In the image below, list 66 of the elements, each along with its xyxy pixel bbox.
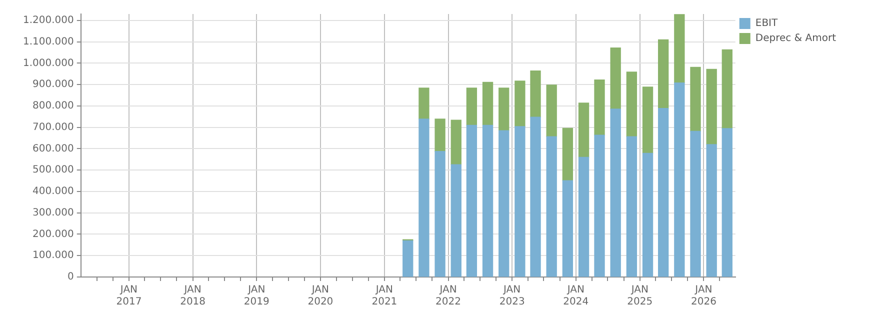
bar (594, 134, 605, 277)
bar (562, 180, 574, 277)
bar (498, 130, 510, 277)
legend-label: Deprec & Amort (755, 33, 836, 44)
bar (450, 120, 462, 165)
y-tick-label: 400.000 (32, 186, 74, 198)
bar (674, 14, 685, 84)
y-tick-label: 1.200.000 (22, 15, 74, 26)
x-tick-label: JAN 2023 (499, 284, 525, 308)
x-tick-label: JAN 2024 (563, 284, 589, 308)
x-tick-label: JAN 2022 (436, 284, 461, 308)
bar (610, 108, 621, 277)
x-tick-label: JAN 2026 (690, 284, 716, 308)
bar (466, 88, 478, 126)
bar (418, 118, 430, 277)
bar (690, 130, 701, 277)
bar (658, 108, 669, 277)
bar (642, 152, 654, 277)
y-tick-label: 200.000 (32, 228, 74, 240)
bar (434, 118, 446, 152)
bar (498, 88, 510, 131)
x-tick-label: JAN 2025 (627, 284, 653, 308)
y-tick-label: 300.000 (32, 207, 74, 218)
bar (402, 240, 414, 277)
bar (626, 136, 638, 277)
x-tick-label: JAN 2019 (244, 284, 270, 308)
bar (530, 116, 541, 277)
y-tick-label: 1.000.000 (22, 58, 74, 69)
y-tick-label: 600.000 (32, 143, 74, 154)
y-tick-label: 1.100.000 (22, 36, 74, 48)
bar (514, 80, 526, 127)
bar (658, 39, 669, 109)
y-tick-label: 0 (68, 272, 74, 283)
x-tick-label: JAN 2017 (116, 284, 142, 308)
x-tick-label: JAN 2021 (372, 284, 398, 308)
bar (594, 80, 605, 136)
bar (642, 86, 654, 154)
y-tick-label: 100.000 (32, 250, 74, 262)
bar (562, 128, 574, 181)
y-tick-label: 500.000 (32, 164, 74, 176)
bar (482, 124, 494, 277)
bar (722, 128, 732, 277)
bar (434, 150, 446, 277)
bar (418, 88, 430, 120)
y-tick-label: 800.000 (32, 100, 74, 112)
bar (546, 84, 557, 137)
bar (722, 49, 732, 129)
bar (690, 66, 701, 132)
bar (706, 144, 717, 277)
y-tick-label: 700.000 (32, 122, 74, 133)
bar (578, 156, 590, 277)
bar (626, 72, 638, 137)
y-tick-label: 900.000 (32, 79, 74, 90)
bar (466, 124, 478, 277)
x-tick-label: JAN 2020 (308, 284, 334, 308)
bar (514, 126, 526, 277)
bar (578, 102, 590, 158)
bar (530, 70, 541, 118)
legend-label: EBIT (755, 18, 778, 30)
bar (674, 82, 685, 277)
bar (482, 82, 494, 126)
x-tick-label: JAN 2018 (180, 284, 206, 308)
bar (706, 68, 717, 145)
bar (546, 136, 557, 277)
bar (610, 47, 621, 110)
bar (450, 164, 462, 277)
